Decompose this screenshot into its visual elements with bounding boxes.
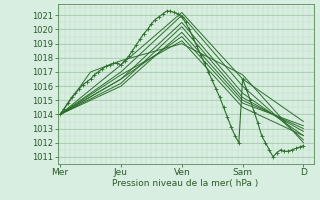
X-axis label: Pression niveau de la mer( hPa ): Pression niveau de la mer( hPa ): [112, 179, 259, 188]
